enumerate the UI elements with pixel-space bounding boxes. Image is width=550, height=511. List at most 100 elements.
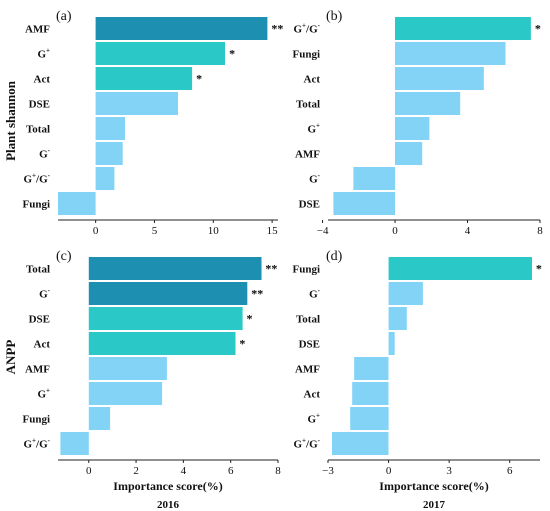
row-label-anpp: ANPP — [3, 340, 18, 375]
bar-a-0 — [95, 17, 268, 40]
significance-a-1: * — [229, 46, 235, 60]
category-label-b-7: DSE — [299, 198, 320, 210]
category-label-d-2: Total — [296, 313, 320, 325]
x-tick-label-b-0: −4 — [317, 225, 329, 237]
significance-c-2: * — [247, 311, 253, 325]
x-tick-label-d-3: 6 — [507, 465, 513, 477]
x-tick-label-a-1: 5 — [152, 225, 158, 237]
year-label-c: 2016 — [157, 499, 180, 511]
category-label-a-0: AMF — [25, 23, 50, 35]
bar-b-1 — [395, 42, 506, 65]
bar-d-3 — [388, 332, 395, 355]
year-label-d: 2017 — [423, 499, 446, 511]
bar-b-5 — [395, 142, 423, 165]
bar-d-0 — [388, 257, 532, 280]
bar-c-3 — [88, 332, 236, 355]
bar-a-4 — [95, 117, 125, 140]
x-tick-label-b-2: 4 — [465, 225, 471, 237]
category-label-b-1: Fungi — [292, 48, 320, 60]
x-tick-label-c-0: 0 — [86, 465, 92, 477]
bar-a-1 — [95, 42, 225, 65]
bar-d-6 — [350, 407, 389, 430]
significance-c-0: ** — [265, 261, 277, 275]
bar-d-5 — [352, 382, 389, 405]
x-tick-label-c-2: 4 — [181, 465, 187, 477]
category-label-a-1: G+ — [37, 46, 50, 60]
panel-d: (d) Fungi * G- Total DSE AMF Act G+ G+/G- −3 0 3 6 Imp… — [292, 249, 541, 511]
bar-d-1 — [388, 282, 423, 305]
bar-a-5 — [95, 142, 123, 165]
category-label-d-3: DSE — [299, 338, 320, 350]
significance-d-0: * — [536, 261, 542, 275]
category-label-d-1: G- — [309, 286, 321, 300]
category-label-d-5: Act — [304, 388, 321, 400]
category-label-a-4: Total — [26, 123, 50, 135]
x-tick-label-b-1: 0 — [392, 225, 398, 237]
significance-a-2: * — [196, 71, 202, 85]
category-label-d-4: AMF — [295, 363, 320, 375]
category-label-a-3: DSE — [29, 98, 50, 110]
x-tick-label-d-2: 3 — [446, 465, 452, 477]
bar-c-7 — [60, 432, 89, 455]
x-axis-title-d: Importance score(%) — [379, 479, 488, 493]
category-label-c-5: G+ — [37, 386, 50, 400]
bar-c-4 — [88, 357, 167, 380]
x-tick-label-c-3: 6 — [228, 465, 234, 477]
x-tick-label-d-1: 0 — [386, 465, 392, 477]
panel-b: (b) G+/G- * Fungi Act Total G+ AMF G- DSE −4 0 4 8 — [292, 9, 543, 237]
bar-a-3 — [95, 92, 178, 115]
bar-b-0 — [395, 17, 531, 40]
category-label-b-6: G- — [309, 171, 321, 185]
category-label-d-0: Fungi — [292, 263, 320, 275]
bar-c-2 — [88, 307, 243, 330]
significance-b-0: * — [535, 21, 541, 35]
x-tick-label-a-2: 10 — [208, 225, 220, 237]
panel-label-b: (b) — [326, 9, 343, 24]
category-label-c-6: Fungi — [22, 413, 50, 425]
x-tick-label-a-0: 0 — [93, 225, 99, 237]
panel-a: (a) AMF ** G+ * Act * DSE Total G- G+/G- Fungi 0 5 10 1… — [22, 9, 283, 237]
category-label-a-2: Act — [34, 73, 51, 85]
category-label-b-5: AMF — [295, 148, 320, 160]
bar-d-2 — [388, 307, 407, 330]
bar-c-6 — [88, 407, 111, 430]
category-label-b-2: Act — [304, 73, 321, 85]
category-label-b-0: G+/G- — [293, 21, 320, 35]
bar-c-0 — [88, 257, 262, 280]
x-tick-label-d-0: −3 — [322, 465, 334, 477]
panel-label-a: (a) — [56, 9, 72, 24]
bar-d-7 — [332, 432, 389, 455]
row-label-plant-shannon: Plant shannon — [3, 80, 18, 161]
x-tick-label-c-1: 2 — [133, 465, 139, 477]
category-label-c-1: G- — [39, 286, 51, 300]
bar-b-4 — [395, 117, 430, 140]
bar-c-5 — [88, 382, 163, 405]
x-tick-label-a-3: 15 — [267, 225, 279, 237]
category-label-c-4: AMF — [25, 363, 50, 375]
category-label-c-3: Act — [34, 338, 51, 350]
panel-c: (c) Total ** G- ** DSE * Act * AMF G+ Fungi G+/G- 0 2 4… — [22, 249, 281, 511]
category-label-d-6: G+ — [307, 411, 320, 425]
bar-a-6 — [95, 167, 115, 190]
x-tick-label-c-4: 8 — [275, 465, 281, 477]
panel-label-d: (d) — [326, 249, 343, 264]
category-label-b-4: G+ — [307, 121, 320, 135]
x-axis-title-c: Importance score(%) — [113, 479, 222, 493]
significance-c-3: * — [239, 336, 245, 350]
category-label-c-7: G+/G- — [23, 436, 50, 450]
bar-b-7 — [333, 192, 395, 215]
category-label-a-5: G- — [39, 146, 51, 160]
panel-label-c: (c) — [56, 249, 72, 264]
significance-c-1: ** — [251, 286, 263, 300]
bar-a-7 — [58, 192, 96, 215]
bar-b-3 — [395, 92, 461, 115]
bar-d-4 — [354, 357, 389, 380]
bar-a-2 — [95, 67, 193, 90]
bar-b-2 — [395, 67, 484, 90]
significance-a-0: ** — [271, 21, 283, 35]
category-label-a-7: Fungi — [22, 198, 50, 210]
category-label-b-3: Total — [296, 98, 320, 110]
category-label-d-7: G+/G- — [293, 436, 320, 450]
